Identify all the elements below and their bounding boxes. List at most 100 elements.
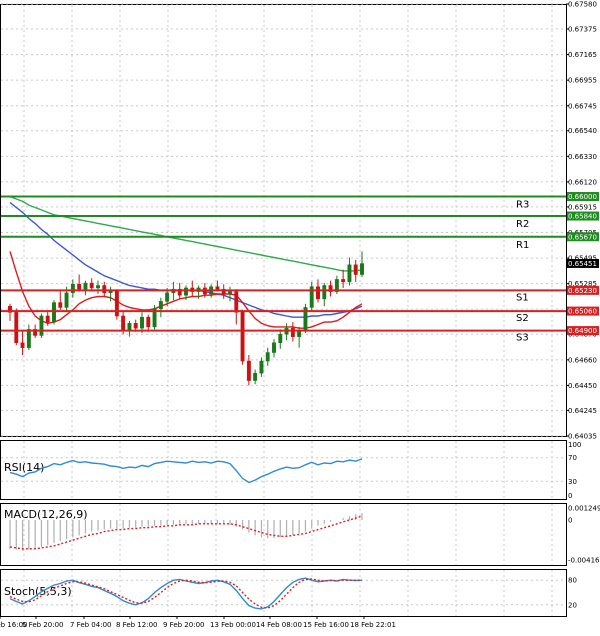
price-tick-label: 0.66330 [568,153,597,161]
candle-body [15,312,18,342]
macd-title: MACD(12,26,9) [4,508,88,521]
candle-body [266,353,269,362]
price-tick-label: 0.64245 [568,407,597,415]
time-tick-label: 14 Feb 08:00 [256,621,302,629]
candle-body [184,288,187,295]
price-tick-label: 0.64660 [568,356,597,364]
candle-body [323,286,326,299]
candle-body [77,284,80,289]
time-tick-label: 7 Feb 04:00 [70,621,111,629]
macd-panel[interactable]: MACD(12,26,9) 0.001249 0 -0.004163 [1,504,600,566]
macd-tick-label: 0 [568,517,572,525]
candle-body [84,283,87,289]
candle-body [279,334,282,343]
candle-body [253,373,256,380]
candle-body [341,279,344,281]
candle-body [128,323,131,330]
price-tick-label: 0.66745 [568,102,597,110]
price-tick-label: 0.66120 [568,178,597,186]
time-tick-label: 15 Feb 16:00 [303,621,349,629]
candle-body [235,292,238,313]
candle-body [228,292,231,294]
candle-body [21,343,24,348]
stoch-panel-frame [1,570,567,617]
candle-body [103,286,106,293]
candle[interactable] [15,309,18,346]
level-name-s2: S2 [516,313,529,324]
price-tick-label: 0.67165 [568,51,597,59]
time-axis: 4 Feb 16:005 Feb 20:007 Feb 04:008 Feb 1… [0,616,396,629]
candle-body [52,303,55,322]
price-tick-label: 0.67375 [568,25,597,33]
candle-body [121,316,124,331]
level-price-label: 0.65840 [568,213,597,221]
price-tick-label: 0.64450 [568,382,597,390]
candle[interactable] [153,305,156,329]
level-price-label: 0.65060 [568,308,597,316]
price-tick-label: 0.66540 [568,127,597,135]
candle[interactable] [304,304,307,333]
time-tick-label: 8 Feb 12:00 [116,621,157,629]
price-tick-label: 0.64035 [568,433,597,441]
macd-tick-label: -0.004163 [568,557,600,565]
time-tick-label: 18 Feb 22:01 [350,621,396,629]
price-panel[interactable]: R3 R2 R1 S1 S2 S3 [1,4,567,437]
level-price-label: 0.64900 [568,327,597,335]
candle-body [115,290,118,316]
candle-body [159,301,162,308]
candle[interactable] [52,300,55,324]
level-name-r2: R2 [516,219,529,230]
candle-body [348,265,351,282]
rsi-title: RSI(14) [4,461,44,474]
stoch-title: Stoch(5,5,3) [4,585,72,598]
candle-body [134,323,137,328]
current-price-label: 0.65451 [568,260,597,268]
candle-body [260,361,263,373]
candle[interactable] [115,289,118,319]
candle-body [140,317,143,328]
candle-body [316,287,319,299]
candle-body [247,361,250,380]
candle-body [90,283,93,288]
candle-body [46,316,49,322]
candle-body [165,293,168,302]
candle-body [272,343,275,353]
candle-body [40,316,43,335]
price-tick-label: 0.66955 [568,77,597,85]
candle-body [65,293,68,308]
time-tick-label: 5 Feb 20:00 [22,621,63,629]
rsi-tick-label: 0 [568,492,572,500]
rsi-panel-frame [1,441,567,500]
candle-body [360,264,363,275]
level-name-r1: R1 [516,240,529,251]
stoch-panel[interactable]: Stoch(5,5,3) 80 20 [1,570,577,617]
candle-body [96,286,99,288]
price-axis: 0.67580 0.67375 0.67165 0.66955 0.66745 0.665… [566,1,599,441]
candle-body [71,284,74,293]
stoch-tick-label: 20 [568,601,577,609]
candle-body [147,317,150,327]
candle[interactable] [241,310,244,365]
candle-body [241,312,244,361]
level-price-label: 0.65670 [568,233,597,241]
level-name-s3: S3 [516,333,529,344]
time-tick-label: 13 Feb 00:00 [210,621,256,629]
level-name-s1: S1 [516,292,529,303]
candle-body [59,303,62,308]
candle-body [27,329,30,347]
candle-body [354,265,357,275]
time-tick-label: 9 Feb 20:00 [163,621,204,629]
level-name-r3: R3 [516,200,529,211]
candle[interactable] [40,314,43,338]
candle-body [291,328,294,337]
level-price-label: 0.65230 [568,287,597,295]
stoch-tick-label: 80 [568,577,577,585]
rsi-tick-label: 70 [568,454,577,462]
candle-body [216,287,219,289]
rsi-tick-label: 100 [568,441,581,449]
price-tick-label: 0.67580 [568,1,597,9]
macd-tick-label: 0.001249 [568,505,600,513]
